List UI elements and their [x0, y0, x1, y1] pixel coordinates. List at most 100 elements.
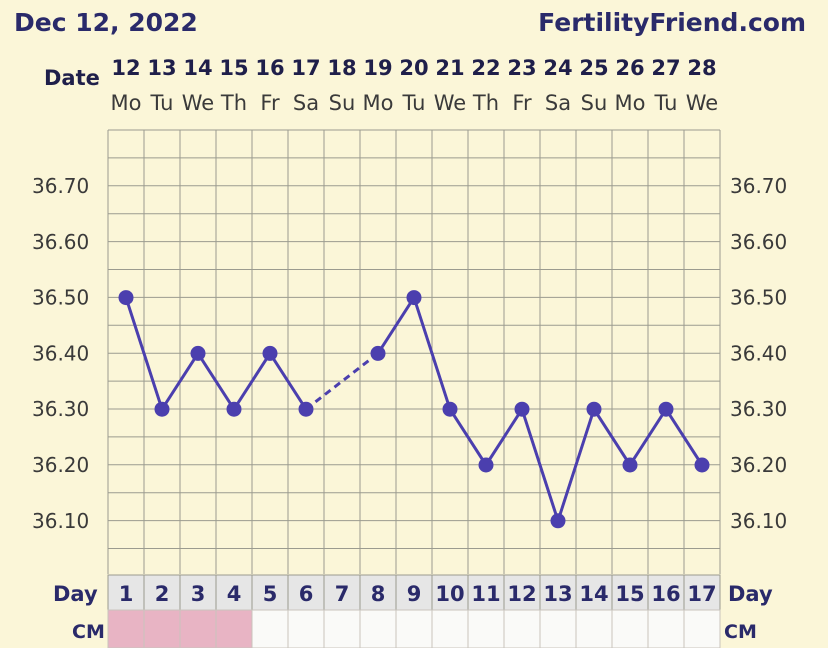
axis-labels: 12Mo13Tu14We15Th16Fr17Sa18Su19Mo20Tu21We… — [32, 56, 787, 533]
cm-cell — [683, 609, 721, 648]
series-segment — [448, 408, 488, 466]
weekday-label: Mo — [615, 91, 646, 115]
cm-row-label-right: CM — [724, 621, 757, 643]
weekday-label: We — [182, 91, 214, 115]
date-label: 15 — [219, 56, 248, 80]
cm-cell — [431, 609, 469, 648]
weekday-label: Tu — [654, 91, 678, 115]
data-point — [298, 401, 314, 417]
day-cell — [107, 574, 145, 611]
series-segment — [268, 352, 308, 411]
series-segment — [628, 408, 668, 466]
cm-cell — [611, 609, 649, 648]
data-point — [694, 457, 710, 473]
y-tick-label-left: 36.30 — [32, 397, 89, 421]
date-label: 22 — [471, 56, 500, 80]
y-tick-label-left: 36.40 — [32, 341, 89, 365]
day-cell — [251, 574, 289, 611]
date-label: 13 — [147, 56, 176, 80]
date-label: 26 — [615, 56, 644, 80]
data-point — [226, 401, 242, 417]
date-label: 12 — [111, 56, 140, 80]
series-segment — [664, 408, 704, 466]
day-number: 6 — [299, 582, 314, 606]
series-segment — [592, 408, 632, 466]
y-tick-label-left: 36.10 — [32, 509, 89, 533]
day-number: 8 — [371, 582, 386, 606]
day-number: 10 — [435, 582, 464, 606]
y-tick-label-left: 36.50 — [32, 286, 89, 310]
day-number: 4 — [227, 582, 242, 606]
weekday-label: Mo — [111, 91, 142, 115]
weekday-label: We — [686, 91, 718, 115]
y-tick-label-right: 36.60 — [730, 230, 787, 254]
cm-cell — [107, 609, 145, 648]
cm-cell — [179, 609, 217, 648]
day-cell — [683, 574, 721, 611]
weekday-label: Su — [581, 91, 608, 115]
site-name: FertilityFriend.com — [538, 8, 806, 37]
date-label: 25 — [579, 56, 608, 80]
weekday-label: Fr — [512, 91, 532, 115]
date-label: 19 — [363, 56, 392, 80]
weekday-label: We — [434, 91, 466, 115]
day-cell — [575, 574, 613, 611]
cm-cell — [359, 609, 397, 648]
weekday-label: Sa — [293, 91, 319, 115]
data-point — [262, 345, 278, 361]
day-number: 5 — [263, 582, 278, 606]
data-point — [406, 290, 422, 306]
series-segment — [412, 297, 452, 410]
data-point — [442, 401, 458, 417]
date-label: 16 — [255, 56, 284, 80]
bottom-rows: 1 2 3 4 5 6 7 8 9 10 11 12 13 14 15 16 17 — [107, 574, 721, 648]
day-number: 15 — [615, 582, 644, 606]
cm-cell — [323, 609, 361, 648]
date-label: 17 — [291, 56, 320, 80]
cm-cell — [647, 609, 685, 648]
y-tick-label-right: 36.10 — [730, 509, 787, 533]
y-tick-label-left: 36.70 — [32, 174, 89, 198]
weekday-label: Tu — [150, 91, 174, 115]
day-cell — [539, 574, 577, 611]
weekday-label: Mo — [363, 91, 394, 115]
day-number: 12 — [507, 582, 536, 606]
y-tick-label-right: 36.70 — [730, 174, 787, 198]
day-number: 2 — [155, 582, 170, 606]
data-point — [370, 345, 386, 361]
day-cell — [503, 574, 541, 611]
series-segment — [124, 297, 164, 410]
data-point — [190, 345, 206, 361]
series-segment — [556, 408, 596, 522]
day-number: 13 — [543, 582, 572, 606]
y-tick-label-left: 36.60 — [32, 230, 89, 254]
series-segment — [196, 352, 236, 411]
date-label: 14 — [183, 56, 212, 80]
cm-cell — [575, 609, 613, 648]
y-tick-label-right: 36.20 — [730, 453, 787, 477]
weekday-label: Fr — [260, 91, 280, 115]
day-number: 17 — [687, 582, 716, 606]
data-point — [658, 401, 674, 417]
data-point — [586, 401, 602, 417]
day-row-label-right: Day — [728, 582, 773, 606]
series-segment — [520, 408, 560, 522]
date-label: 21 — [435, 56, 464, 80]
cm-cell — [287, 609, 325, 648]
cm-cell — [503, 609, 541, 648]
weekday-label: Th — [472, 91, 499, 115]
cm-cell — [395, 609, 433, 648]
day-number: 11 — [471, 582, 500, 606]
series-segment-dashed — [305, 352, 379, 411]
day-number: 14 — [579, 582, 608, 606]
day-number: 1 — [119, 582, 134, 606]
day-number: 9 — [407, 582, 422, 606]
day-number: 7 — [335, 582, 350, 606]
data-point — [118, 290, 134, 306]
cm-row-label-left: CM — [72, 621, 105, 643]
date-row-label: Date — [44, 66, 100, 90]
series-segment — [484, 408, 524, 466]
date-label: 24 — [543, 56, 572, 80]
date-label: 20 — [399, 56, 428, 80]
